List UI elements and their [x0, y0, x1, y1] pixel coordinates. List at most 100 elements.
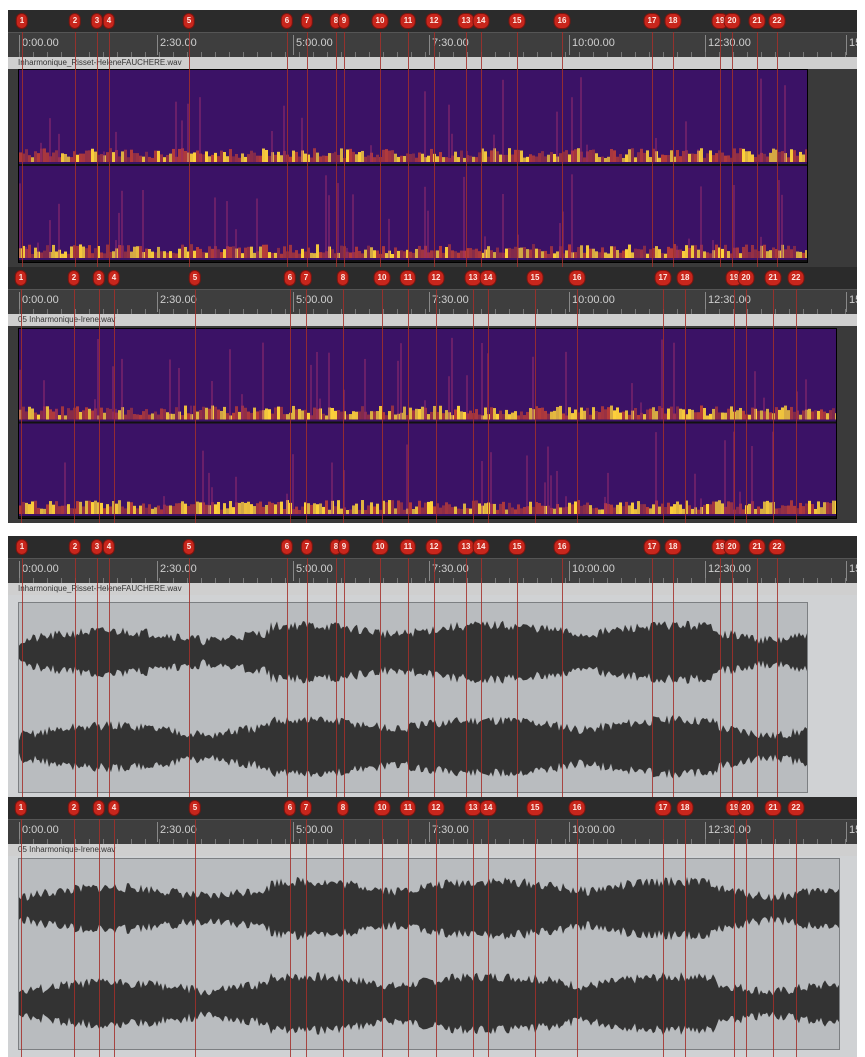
marker-20[interactable]: 20 [737, 800, 755, 816]
timeline-ruler[interactable]: 0:00.00 2:30.00 5:00.00 7:30.00 10:00.00 12:3… [8, 819, 857, 844]
marker-9[interactable]: 9 [337, 539, 351, 555]
marker-21[interactable]: 21 [748, 539, 766, 555]
ruler-tick [157, 292, 158, 312]
marker-1[interactable]: 1 [15, 13, 29, 29]
marker-20[interactable]: 20 [737, 270, 755, 286]
marker-21[interactable]: 21 [764, 800, 782, 816]
marker-14[interactable]: 14 [472, 539, 490, 555]
marker-3[interactable]: 3 [90, 13, 104, 29]
marker-21[interactable]: 21 [748, 13, 766, 29]
marker-3[interactable]: 3 [90, 539, 104, 555]
marker-7[interactable]: 7 [299, 800, 313, 816]
marker-11[interactable]: 11 [399, 800, 417, 816]
marker-17[interactable]: 17 [643, 539, 661, 555]
marker-7[interactable]: 7 [299, 270, 313, 286]
spectrogram-clip[interactable] [18, 328, 838, 519]
marker-8[interactable]: 8 [336, 270, 350, 286]
timeline-ruler[interactable]: 0:00.00 2:30.00 5:00.00 7:30.00 10:00.00 12:3… [8, 289, 857, 314]
marker-4[interactable]: 4 [102, 13, 116, 29]
marker-5[interactable]: 5 [182, 13, 196, 29]
marker-20[interactable]: 20 [723, 539, 741, 555]
spectrogram-clip[interactable] [18, 69, 808, 263]
ruler-minor-tick [453, 839, 454, 844]
marker-15[interactable]: 15 [526, 800, 544, 816]
marker-10[interactable]: 10 [373, 270, 391, 286]
marker-1[interactable]: 1 [15, 539, 29, 555]
marker-2[interactable]: 2 [68, 13, 82, 29]
marker-5[interactable]: 5 [182, 539, 196, 555]
waveform-clip[interactable] [18, 858, 840, 1050]
marker-22[interactable]: 22 [768, 13, 786, 29]
clip-filename: 05 Inharmonique-Irene.wav [8, 844, 857, 856]
timeline-ruler[interactable]: 0:00.00 2:30.00 5:00.00 7:30.00 10:00.00 12:3… [8, 558, 857, 583]
marker-18[interactable]: 18 [676, 270, 694, 286]
marker-16[interactable]: 16 [568, 800, 586, 816]
marker-10[interactable]: 10 [373, 800, 391, 816]
marker-2[interactable]: 2 [67, 270, 81, 286]
marker-12[interactable]: 12 [425, 539, 443, 555]
ruler-minor-tick [565, 52, 566, 57]
ruler-minor-tick [369, 52, 370, 57]
marker-4[interactable]: 4 [107, 270, 121, 286]
ruler-minor-tick [243, 839, 244, 844]
marker-10[interactable]: 10 [371, 13, 389, 29]
marker-11[interactable]: 11 [399, 539, 417, 555]
marker-6[interactable]: 6 [280, 539, 294, 555]
marker-14[interactable]: 14 [472, 13, 490, 29]
marker-16[interactable]: 16 [568, 270, 586, 286]
marker-12[interactable]: 12 [425, 13, 443, 29]
marker-22[interactable]: 22 [787, 800, 805, 816]
marker-1[interactable]: 1 [14, 800, 28, 816]
marker-12[interactable]: 12 [427, 270, 445, 286]
marker-6[interactable]: 6 [283, 800, 297, 816]
marker-22[interactable]: 22 [768, 539, 786, 555]
ruler-tick [293, 292, 294, 312]
marker-17[interactable]: 17 [643, 13, 661, 29]
ruler-minor-tick [299, 578, 300, 583]
marker-14[interactable]: 14 [479, 800, 497, 816]
marker-4[interactable]: 4 [102, 539, 116, 555]
marker-20[interactable]: 20 [723, 13, 741, 29]
ruler-time-label: 0:00.00 [22, 824, 59, 836]
marker-1[interactable]: 1 [14, 270, 28, 286]
ruler-minor-tick [229, 52, 230, 57]
waveform-clip[interactable] [18, 602, 808, 793]
ruler-minor-tick [663, 52, 664, 57]
marker-15[interactable]: 15 [526, 270, 544, 286]
marker-18[interactable]: 18 [664, 539, 682, 555]
marker-10[interactable]: 10 [371, 539, 389, 555]
marker-8[interactable]: 8 [336, 800, 350, 816]
marker-5[interactable]: 5 [188, 800, 202, 816]
marker-2[interactable]: 2 [68, 539, 82, 555]
marker-18[interactable]: 18 [664, 13, 682, 29]
ruler-minor-tick [271, 309, 272, 314]
marker-5[interactable]: 5 [188, 270, 202, 286]
marker-4[interactable]: 4 [107, 800, 121, 816]
marker-22[interactable]: 22 [787, 270, 805, 286]
marker-15[interactable]: 15 [508, 13, 526, 29]
marker-2[interactable]: 2 [67, 800, 81, 816]
marker-15[interactable]: 15 [508, 539, 526, 555]
marker-7[interactable]: 7 [300, 13, 314, 29]
marker-12[interactable]: 12 [427, 800, 445, 816]
marker-18[interactable]: 18 [676, 800, 694, 816]
marker-11[interactable]: 11 [399, 13, 417, 29]
marker-6[interactable]: 6 [283, 270, 297, 286]
timeline-ruler[interactable]: 0:00.00 2:30.00 5:00.00 7:30.00 10:00.00 12:3… [8, 32, 857, 57]
ruler-time-label: 10:00.00 [572, 37, 615, 49]
marker-7[interactable]: 7 [300, 539, 314, 555]
marker-16[interactable]: 16 [553, 539, 571, 555]
marker-17[interactable]: 17 [654, 800, 672, 816]
marker-3[interactable]: 3 [92, 270, 106, 286]
marker-9[interactable]: 9 [337, 13, 351, 29]
marker-3[interactable]: 3 [92, 800, 106, 816]
marker-13[interactable]: 13 [464, 800, 482, 816]
marker-21[interactable]: 21 [764, 270, 782, 286]
marker-16[interactable]: 16 [553, 13, 571, 29]
marker-6[interactable]: 6 [280, 13, 294, 29]
ruler-time-label: 12:30.00 [708, 824, 751, 836]
marker-11[interactable]: 11 [399, 270, 417, 286]
ruler-minor-tick [677, 52, 678, 57]
marker-17[interactable]: 17 [654, 270, 672, 286]
marker-14[interactable]: 14 [479, 270, 497, 286]
